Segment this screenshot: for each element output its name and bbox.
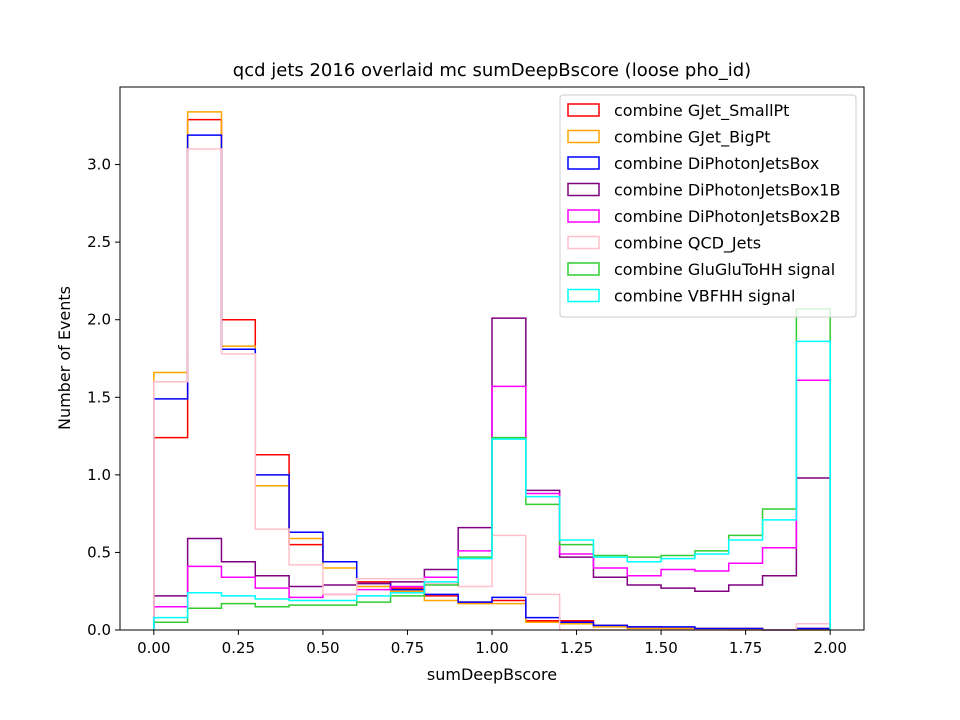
legend-label: combine VBFHH signal <box>614 287 795 306</box>
y-tick-label: 2.0 <box>87 311 111 329</box>
legend-label: combine DiPhotonJetsBox1B <box>614 181 840 200</box>
legend-swatch <box>567 182 600 197</box>
legend-swatch <box>567 156 600 170</box>
legend-label: combine DiPhotonJetsBox <box>614 154 819 173</box>
y-axis: 0.0 0.5 1.0 1.5 2.0 2.5 3.0 <box>87 156 120 639</box>
y-tick-label: 1.5 <box>87 388 111 406</box>
legend-label: combine GJet_SmallPt <box>614 101 789 121</box>
legend-label: combine QCD_Jets <box>614 234 761 254</box>
series-line-7 <box>153 340 831 630</box>
x-tick-label: 0.25 <box>222 639 255 657</box>
x-tick-label: 0.00 <box>137 639 170 657</box>
x-tick-label: 1.00 <box>475 639 508 657</box>
legend-swatch <box>567 262 600 276</box>
x-tick-label: 1.50 <box>644 639 677 657</box>
x-tick-label: 2.00 <box>813 639 846 657</box>
x-tick-label: 0.50 <box>306 639 339 657</box>
y-tick-label: 2.5 <box>87 233 111 251</box>
legend-label: combine DiPhotonJetsBox2B <box>614 207 840 226</box>
legend-swatch <box>567 288 600 303</box>
y-tick-label: 1.0 <box>87 466 111 484</box>
legend-swatch <box>567 209 600 223</box>
y-axis-label: Number of Events <box>55 286 74 430</box>
plot-area <box>153 111 831 631</box>
x-tick-label: 0.75 <box>391 639 424 657</box>
x-axis-label: sumDeepBscore <box>427 665 557 684</box>
x-axis: 0.00 0.25 0.50 0.75 1.00 1.25 1.50 1.75 2.00 <box>137 630 847 657</box>
y-tick-label: 3.0 <box>87 156 111 174</box>
legend-swatch <box>567 129 600 144</box>
legend-swatch <box>567 103 600 117</box>
chart-title: qcd jets 2016 overlaid mc sumDeepBscore … <box>233 60 751 81</box>
y-tick-label: 0.5 <box>87 543 111 561</box>
legend-label: combine GluGluToHH signal <box>614 260 835 279</box>
legend-swatch <box>567 235 600 250</box>
series-line-1 <box>153 111 831 631</box>
y-tick-label: 0.0 <box>87 621 111 639</box>
x-tick-label: 1.75 <box>729 639 762 657</box>
legend-label: combine GJet_BigPt <box>614 128 771 148</box>
x-tick-label: 1.25 <box>560 639 593 657</box>
legend-frame <box>559 94 857 318</box>
